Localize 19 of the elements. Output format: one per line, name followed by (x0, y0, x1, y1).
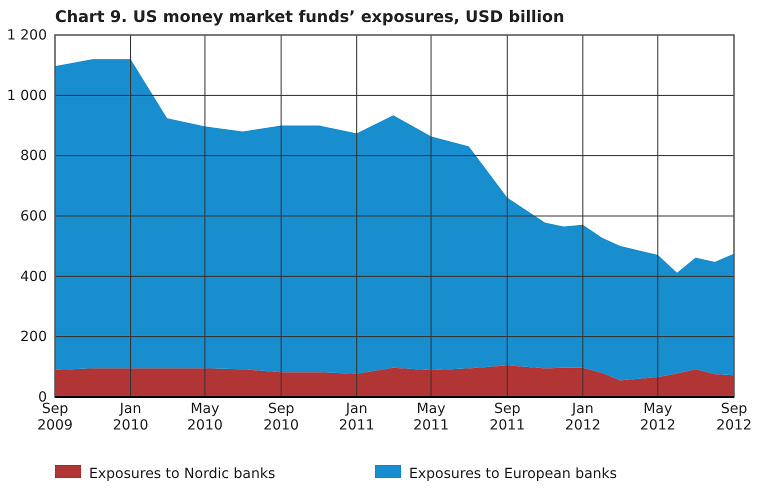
legend-label: Exposures to European banks (409, 466, 617, 482)
y-tick-label: 1 000 (6, 88, 47, 104)
x-tick-label: Sep 2011 (489, 400, 526, 434)
chart-title: Chart 9. US money market funds’ exposures, USD billion (55, 7, 564, 26)
x-tick-label: May 2011 (413, 400, 449, 434)
x-tick-label: May 2012 (640, 400, 676, 434)
x-tick-label: Sep 2010 (263, 400, 299, 434)
x-tick-label: Jan 2012 (565, 400, 601, 434)
x-tick-label: Jan 2010 (112, 400, 148, 434)
legend-label: Exposures to Nordic banks (89, 466, 276, 482)
x-tick-label: Sep 2009 (37, 400, 73, 434)
y-tick-label: 1 200 (6, 27, 47, 44)
x-tick-label: Jan 2011 (338, 400, 375, 434)
y-tick-label: 800 (20, 148, 47, 164)
x-tick-label: Sep 2012 (716, 400, 752, 434)
x-tick-label: May 2010 (187, 400, 223, 434)
y-tick-label: 200 (20, 329, 47, 346)
y-tick-label: 400 (20, 268, 47, 285)
y-tick-label: 600 (20, 208, 47, 224)
